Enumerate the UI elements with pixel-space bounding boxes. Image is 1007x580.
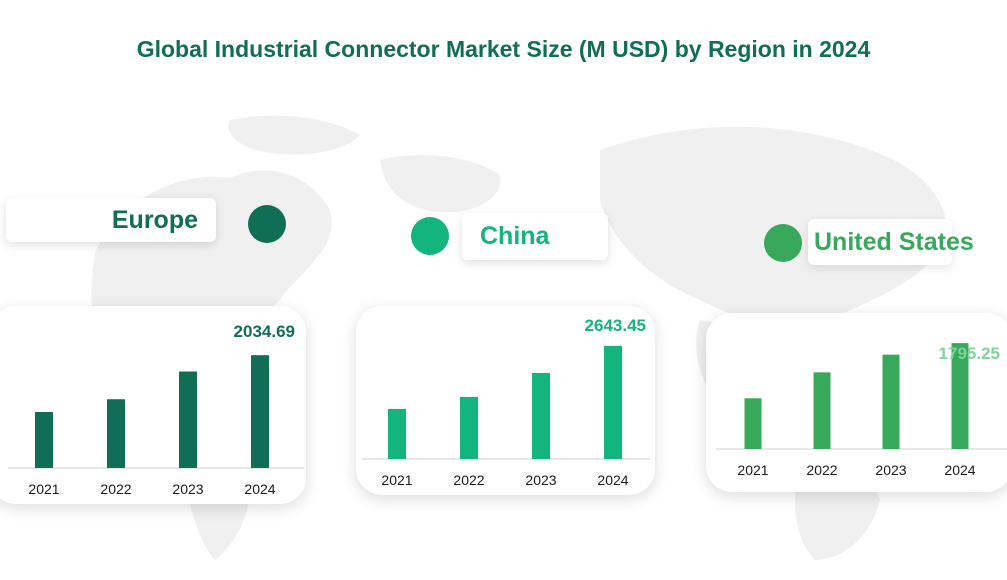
china-bar-2022 <box>460 396 478 459</box>
europe-tick-label: 2021 <box>28 481 59 497</box>
china-value-label: 2643.45 <box>585 316 646 335</box>
europe-marker-dot <box>248 205 286 243</box>
china-tick-label: 2021 <box>381 472 412 488</box>
china-bar-2023 <box>532 372 550 459</box>
united-states-bar-chart: 2021 2022 2023 2024 1795.25 <box>716 343 1007 478</box>
china-chart-card: 2021 2022 2023 2024 2643.45 <box>356 306 655 495</box>
europe-bar-chart: 2021 2022 2023 2024 2034.69 <box>8 322 304 497</box>
europe-chart-card: 2021 2022 2023 2024 2034.69 <box>0 306 306 504</box>
europe-tick-label: 2023 <box>172 481 203 497</box>
europe-bar-2024 <box>251 355 269 468</box>
china-tick-label: 2023 <box>525 472 556 488</box>
europe-bar-2023 <box>179 371 197 468</box>
europe-bar-2022 <box>107 399 125 468</box>
united-states-bar-2023 <box>882 354 900 449</box>
united-states-label: United States <box>814 227 974 256</box>
europe-label-box: Europe <box>6 198 216 242</box>
china-label-box: China <box>462 213 608 260</box>
china-bar-2021 <box>388 408 406 459</box>
china-marker-dot <box>411 217 449 255</box>
chart-title: Global Industrial Connector Market Size … <box>136 36 871 62</box>
europe-label: Europe <box>111 205 198 234</box>
united-states-bar-2024 <box>951 343 969 449</box>
china-tick-label: 2024 <box>597 472 628 488</box>
united-states-tick-label: 2024 <box>944 462 975 478</box>
united-states-tick-label: 2022 <box>806 462 837 478</box>
europe-tick-label: 2022 <box>100 481 131 497</box>
united-states-chart-card: 2021 2022 2023 2024 1795.25 <box>706 313 1007 492</box>
united-states-tick-label: 2021 <box>737 462 768 478</box>
united-states-tick-label: 2023 <box>875 462 906 478</box>
china-bar-chart: 2021 2022 2023 2024 2643.45 <box>362 316 650 488</box>
europe-bar-2021 <box>35 411 53 468</box>
united-states-label-box: United States <box>808 219 974 265</box>
united-states-bar-2022 <box>813 372 831 449</box>
united-states-bar-2021 <box>744 398 762 449</box>
china-label: China <box>480 222 550 250</box>
china-tick-label: 2022 <box>453 472 484 488</box>
europe-value-label: 2034.69 <box>234 322 295 341</box>
europe-tick-label: 2024 <box>244 481 275 497</box>
united-states-value-label: 1795.25 <box>939 344 1000 363</box>
china-bar-2024 <box>604 345 622 459</box>
united-states-marker-dot <box>764 224 802 262</box>
